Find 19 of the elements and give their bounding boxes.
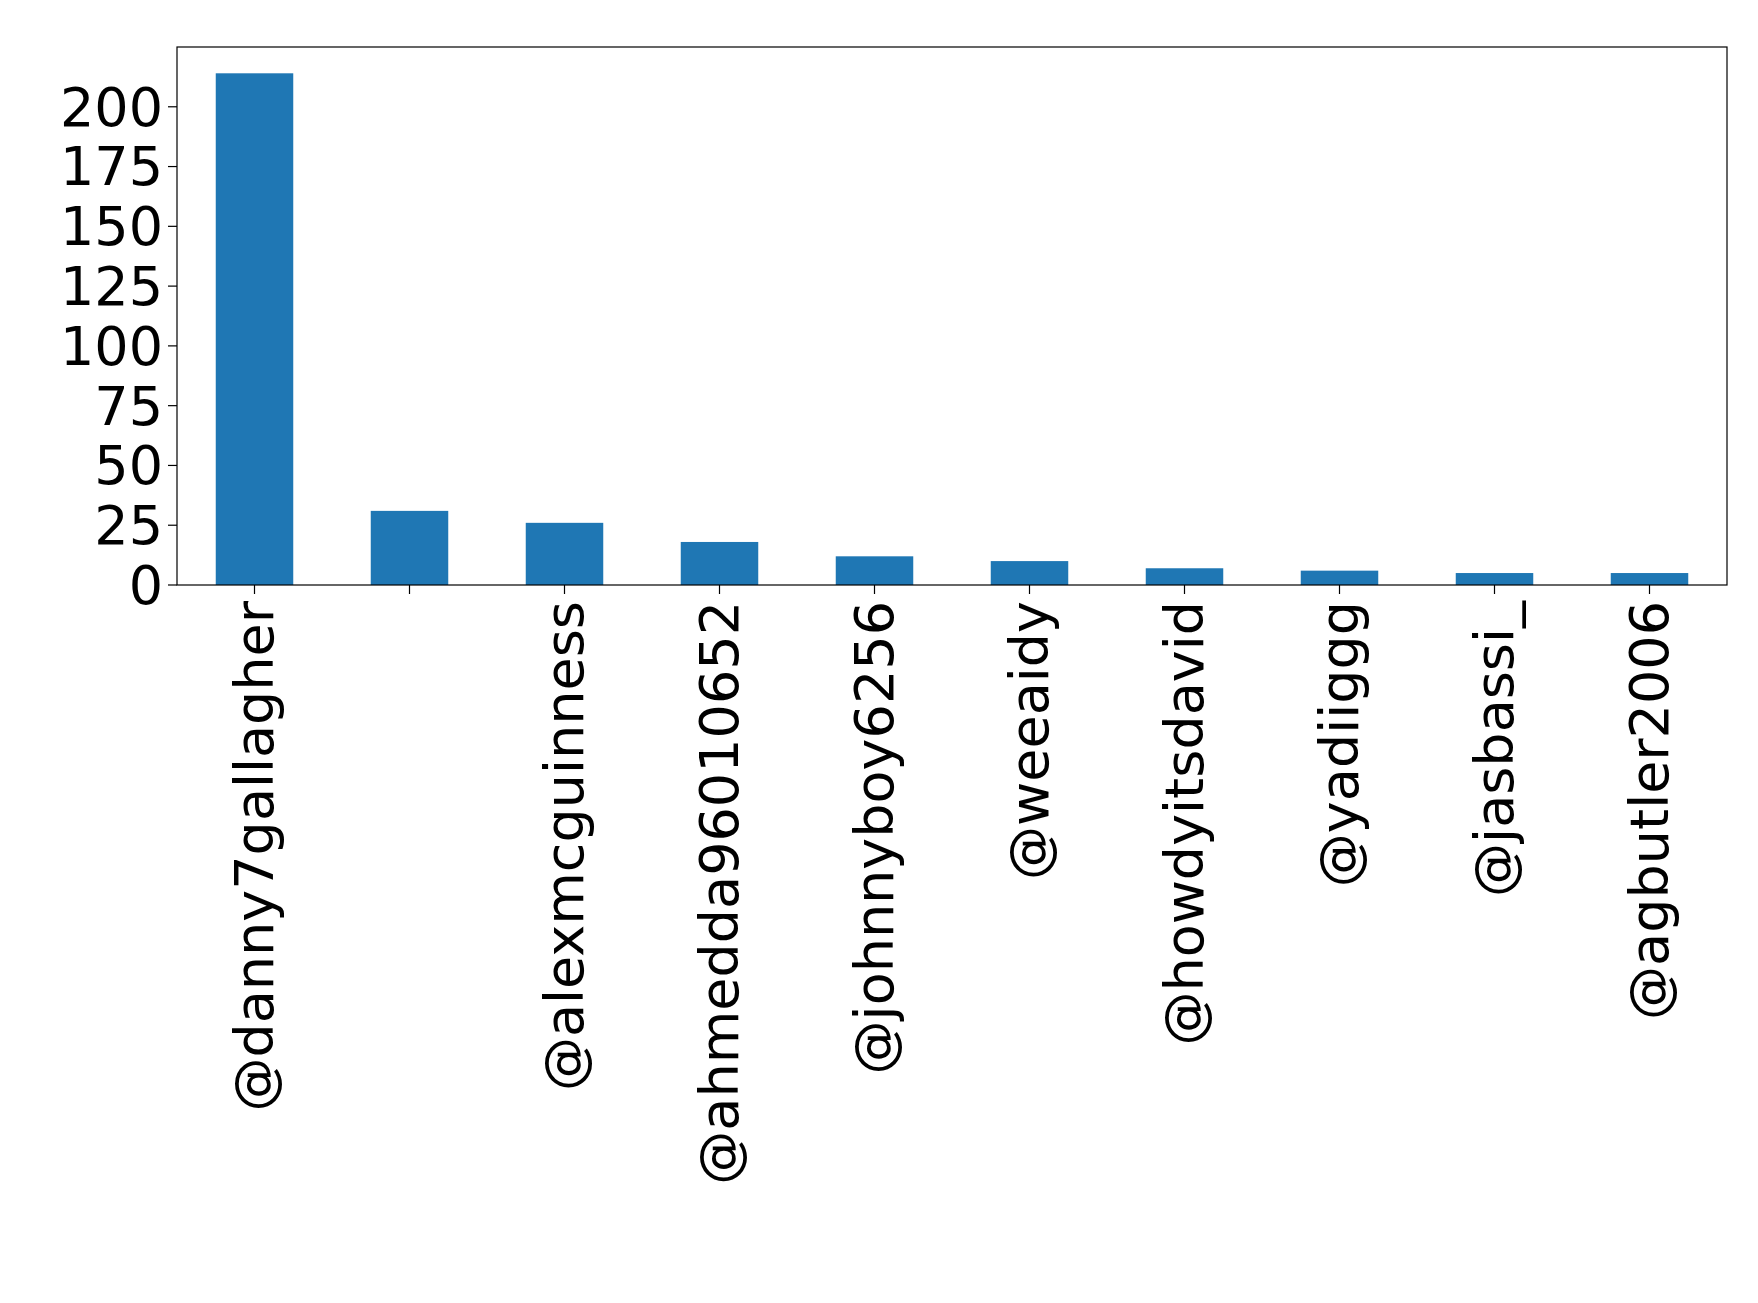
x-tick-label: @johnnyboy6256 — [843, 601, 907, 1075]
bar — [1455, 573, 1534, 585]
bar — [680, 541, 759, 585]
x-tick-label: @alexmcguinness — [533, 601, 597, 1092]
x-tick-label: @jasbassi_ — [1463, 600, 1527, 897]
bar — [215, 73, 294, 585]
bar — [990, 561, 1069, 585]
x-tick-label: @howdyitsdavid — [1153, 601, 1217, 1046]
bar — [1300, 570, 1379, 585]
bar — [835, 556, 914, 585]
x-tick-label: @ahmedda96010652 — [688, 601, 752, 1185]
bar — [370, 510, 449, 585]
bar — [1145, 568, 1224, 585]
x-tick-label: @danny7gallagher — [223, 600, 287, 1112]
x-tick-label: @weeaidy — [998, 601, 1062, 880]
bar — [1610, 573, 1689, 585]
x-tick-label: @agbutler2006 — [1618, 601, 1682, 1020]
bar — [525, 522, 604, 585]
x-tick-label: @yadiiggg — [1308, 601, 1372, 888]
